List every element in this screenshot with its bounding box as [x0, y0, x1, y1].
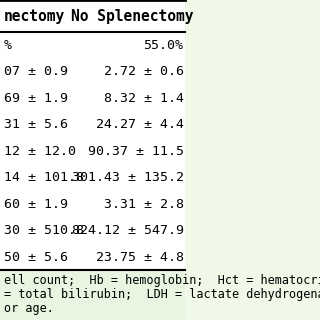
Text: 824.12 ± 547.9: 824.12 ± 547.9 [72, 224, 184, 237]
Text: %: % [4, 39, 12, 52]
FancyBboxPatch shape [0, 0, 185, 32]
Text: or age.: or age. [4, 302, 53, 315]
Text: 301.43 ± 135.2: 301.43 ± 135.2 [72, 171, 184, 184]
Text: = total bilirubin;  LDH = lactate dehydrogenase;  BMI: = total bilirubin; LDH = lactate dehydro… [4, 288, 320, 301]
Text: 3.31 ± 2.8: 3.31 ± 2.8 [104, 198, 184, 211]
Text: nectomy: nectomy [4, 9, 65, 23]
Text: 50 ± 5.6: 50 ± 5.6 [4, 251, 68, 264]
Text: 12 ± 12.0: 12 ± 12.0 [4, 145, 76, 158]
Text: 31 ± 5.6: 31 ± 5.6 [4, 118, 68, 131]
FancyBboxPatch shape [0, 270, 185, 320]
Text: 2.72 ± 0.6: 2.72 ± 0.6 [104, 65, 184, 78]
FancyBboxPatch shape [0, 32, 185, 270]
Text: 23.75 ± 4.8: 23.75 ± 4.8 [96, 251, 184, 264]
Text: No Splenectomy: No Splenectomy [71, 9, 194, 23]
Text: 30 ± 510.8: 30 ± 510.8 [4, 224, 84, 237]
Text: ell count;  Hb = hemoglobin;  Hct = hematocrit;  M: ell count; Hb = hemoglobin; Hct = hemato… [4, 274, 320, 287]
Text: 69 ± 1.9: 69 ± 1.9 [4, 92, 68, 105]
Text: 07 ± 0.9: 07 ± 0.9 [4, 65, 68, 78]
Text: 24.27 ± 4.4: 24.27 ± 4.4 [96, 118, 184, 131]
Text: 14 ± 101.8: 14 ± 101.8 [4, 171, 84, 184]
Text: 8.32 ± 1.4: 8.32 ± 1.4 [104, 92, 184, 105]
Text: 60 ± 1.9: 60 ± 1.9 [4, 198, 68, 211]
Text: 90.37 ± 11.5: 90.37 ± 11.5 [88, 145, 184, 158]
Text: 55.0%: 55.0% [144, 39, 184, 52]
